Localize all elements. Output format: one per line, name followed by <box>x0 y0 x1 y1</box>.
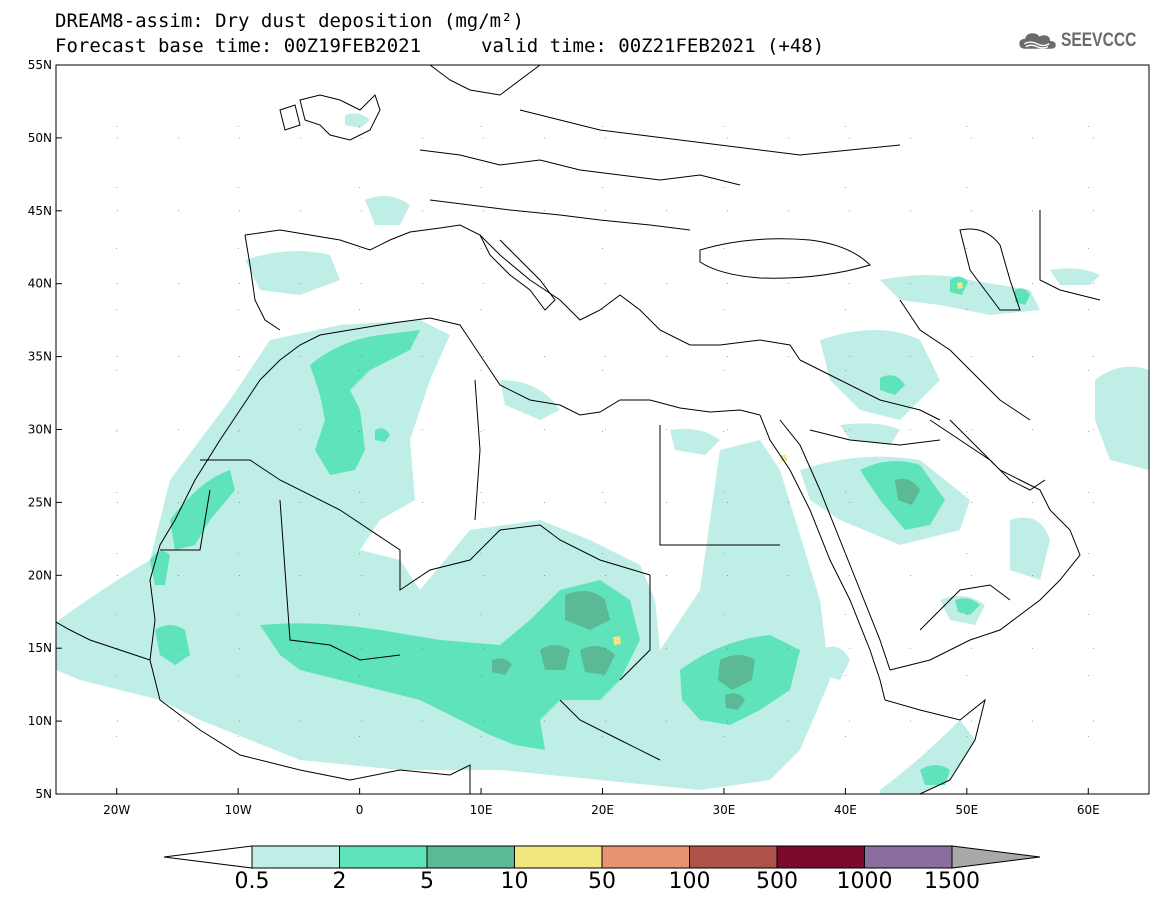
colorbar-label: 500 <box>756 869 798 894</box>
colorbar-label: 5 <box>420 869 434 894</box>
lon-tick-label: 50E <box>955 803 978 817</box>
colorbar-label: 1500 <box>924 869 980 894</box>
lon-tick-label: 60E <box>1077 803 1100 817</box>
colorbar-segment <box>426 845 515 869</box>
colorbar-segment <box>601 845 690 869</box>
lat-tick-label: 30N <box>28 423 52 437</box>
colorbar-label: 2 <box>332 869 347 894</box>
lat-tick-label: 45N <box>28 204 52 218</box>
colorbar-label: 50 <box>588 869 616 894</box>
seevccc-logo: SEEVCCC <box>1018 26 1153 56</box>
map-title: DREAM8-assim: Dry dust deposition (mg/m²… <box>55 10 524 32</box>
colorbar-segment <box>689 845 778 869</box>
colorbar-segment <box>864 845 953 869</box>
lat-tick-label: 40N <box>28 277 52 291</box>
lon-tick-label: 10E <box>470 803 493 817</box>
lat-tick-label: 35N <box>28 350 52 364</box>
colorbar-segment <box>776 845 865 869</box>
longitude-axis: 20W 10W 0 10E 20E 30E 40E 50E 60E <box>103 788 1100 817</box>
cloud-icon <box>1019 33 1056 49</box>
forecast-base-time: Forecast base time: 00Z19FEB2021 <box>55 35 422 57</box>
lat-tick-label: 20N <box>28 568 52 582</box>
lat-tick-label: 10N <box>28 714 52 728</box>
colorbar-label: 100 <box>668 869 711 894</box>
colorbar <box>163 845 1041 869</box>
coastlines-and-borders <box>56 65 1101 794</box>
shade-level-5-10 <box>492 478 920 710</box>
colorbar-label: 1000 <box>836 869 893 894</box>
lon-tick-label: 20W <box>103 803 130 817</box>
colorbar-over-triangle <box>951 845 1041 869</box>
lat-tick-label: 50N <box>28 131 52 145</box>
dust-deposition-shading <box>56 113 1149 794</box>
lat-tick-label: 5N <box>35 787 52 801</box>
lat-tick-label: 15N <box>28 641 52 655</box>
lon-tick-label: 10W <box>225 803 252 817</box>
lat-tick-label: 55N <box>28 58 52 72</box>
colorbar-label: 0.5 <box>234 869 270 894</box>
lon-tick-label: 20E <box>591 803 614 817</box>
latitude-axis: 55N 50N 45N 40N 35N 30N 25N 20N 15N 10N 5N <box>28 58 62 801</box>
lon-tick-label: 40E <box>834 803 857 817</box>
lon-tick-label: 0 <box>356 803 364 817</box>
colorbar-segment <box>514 845 603 869</box>
logo-text: SEEVCCC <box>1061 30 1137 51</box>
lat-tick-label: 25N <box>28 495 52 509</box>
colorbar-under-triangle <box>163 845 253 869</box>
lon-tick-label: 30E <box>713 803 736 817</box>
colorbar-segment <box>251 845 340 869</box>
valid-time: valid time: 00Z21FEB2021 (+48) <box>481 35 825 57</box>
colorbar-label: 10 <box>500 869 529 894</box>
colorbar-segment <box>339 845 428 869</box>
shade-level-10-50 <box>613 282 963 645</box>
